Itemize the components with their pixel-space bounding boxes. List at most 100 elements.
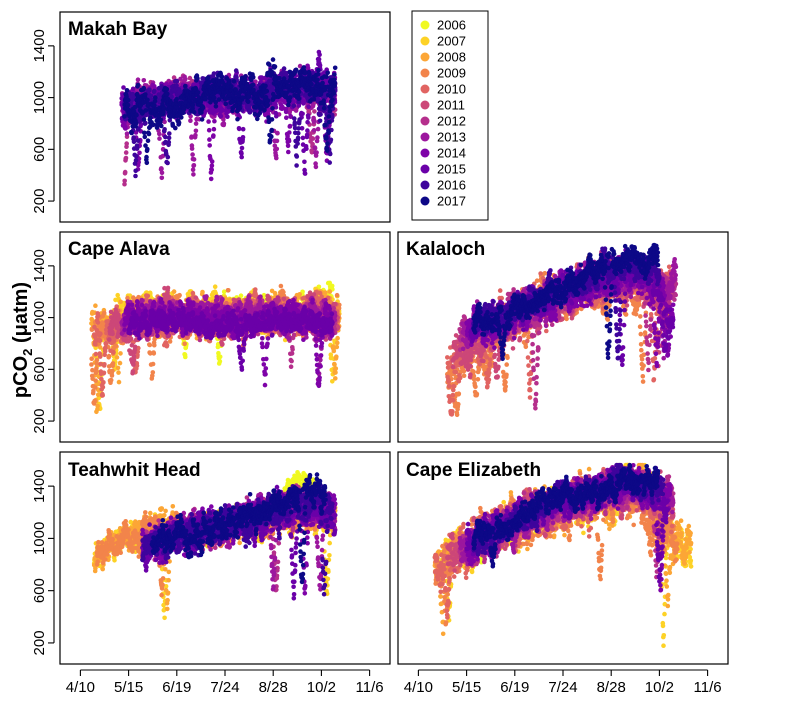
data-point-2014 (209, 168, 214, 173)
data-point-2016 (318, 119, 323, 124)
data-point-2016 (295, 154, 300, 159)
data-point-2015 (317, 53, 322, 58)
data-point-2014 (206, 119, 211, 124)
data-point-2017 (297, 96, 302, 101)
data-point-2017 (125, 88, 130, 93)
data-point-2016 (293, 120, 298, 125)
data-point-2017 (206, 76, 211, 81)
data-point-2017 (136, 83, 141, 88)
data-point-2017 (129, 131, 134, 136)
data-point-2017 (232, 79, 237, 84)
data-point-2017 (174, 97, 179, 102)
data-point-2016 (327, 160, 332, 165)
data-point-2013 (312, 119, 317, 124)
data-point-2014 (209, 177, 214, 182)
data-point-2014 (210, 159, 215, 164)
data-point-2017 (142, 131, 147, 136)
data-point-2016 (292, 116, 297, 121)
panel-makah-bay: Makah Bay (60, 12, 390, 222)
data-point-2015 (239, 155, 244, 160)
data-point-2016 (135, 146, 140, 151)
data-point-2015 (301, 136, 306, 141)
data-point-2016 (270, 87, 275, 92)
data-point-2015 (219, 114, 224, 119)
data-point-2016 (166, 155, 171, 160)
data-point-2017 (126, 103, 131, 108)
data-point-2017 (134, 121, 139, 126)
points-makah-bay (119, 50, 337, 187)
data-point-2013 (160, 176, 165, 181)
data-point-2017 (266, 103, 271, 108)
data-point-2016 (149, 94, 154, 99)
data-point-2016 (152, 89, 157, 94)
data-point-2013 (125, 131, 130, 136)
data-point-2017 (271, 57, 276, 62)
data-point-2013 (275, 139, 280, 144)
data-point-2016 (167, 140, 172, 145)
data-point-2012 (312, 109, 317, 114)
data-point-2015 (302, 160, 307, 165)
data-point-2017 (192, 110, 197, 115)
data-point-2016 (167, 131, 172, 136)
data-point-2016 (294, 163, 299, 168)
data-point-2013 (190, 146, 195, 151)
data-point-2014 (207, 143, 212, 148)
data-point-2017 (153, 95, 158, 100)
data-point-2016 (296, 131, 301, 136)
data-point-2013 (191, 172, 196, 177)
data-point-2015 (241, 127, 246, 132)
data-point-2013 (314, 165, 319, 170)
data-point-2017 (267, 62, 272, 67)
data-point-2017 (146, 138, 151, 143)
data-point-2017 (282, 76, 287, 81)
data-point-2013 (274, 156, 279, 161)
data-point-2017 (165, 87, 170, 92)
data-point-2016 (134, 158, 139, 163)
data-point-2014 (284, 110, 289, 115)
data-point-2014 (286, 150, 291, 155)
data-point-2016 (133, 169, 138, 174)
data-point-2017 (159, 118, 164, 123)
data-point-2017 (122, 114, 127, 119)
data-point-2017 (251, 75, 256, 80)
data-point-2017 (235, 117, 240, 122)
y-axis-label-sub: 2 (20, 349, 35, 356)
data-point-2012 (124, 156, 129, 161)
data-point-2017 (145, 98, 150, 103)
data-point-2016 (134, 154, 139, 159)
data-point-2015 (317, 57, 322, 62)
data-point-2013 (275, 147, 280, 152)
data-point-2015 (131, 87, 136, 92)
data-point-2017 (143, 135, 148, 140)
data-point-2017 (269, 135, 274, 140)
data-point-2013 (193, 133, 198, 138)
data-point-2013 (157, 136, 162, 141)
data-point-2016 (292, 104, 297, 109)
data-point-2015 (305, 128, 310, 133)
data-point-2014 (211, 133, 216, 138)
data-point-2017 (287, 99, 292, 104)
data-point-2013 (314, 150, 319, 155)
data-point-2017 (196, 90, 201, 95)
data-point-2016 (132, 140, 137, 145)
data-point-2014 (207, 137, 212, 142)
data-point-2017 (145, 147, 150, 152)
data-point-2015 (305, 120, 310, 125)
data-point-2013 (183, 77, 188, 82)
data-point-2017 (134, 113, 139, 118)
data-point-2017 (258, 111, 263, 116)
data-point-2014 (288, 124, 293, 129)
data-point-2014 (210, 163, 215, 168)
data-point-2017 (277, 76, 282, 81)
data-point-2013 (192, 157, 197, 162)
data-point-2017 (148, 115, 153, 120)
data-point-2015 (240, 146, 245, 151)
data-point-2014 (212, 119, 217, 124)
data-point-2014 (212, 127, 217, 132)
data-point-2015 (306, 115, 311, 120)
data-point-2017 (182, 107, 187, 112)
data-point-2016 (297, 117, 302, 122)
data-point-2014 (137, 151, 142, 156)
data-point-2017 (147, 132, 152, 137)
